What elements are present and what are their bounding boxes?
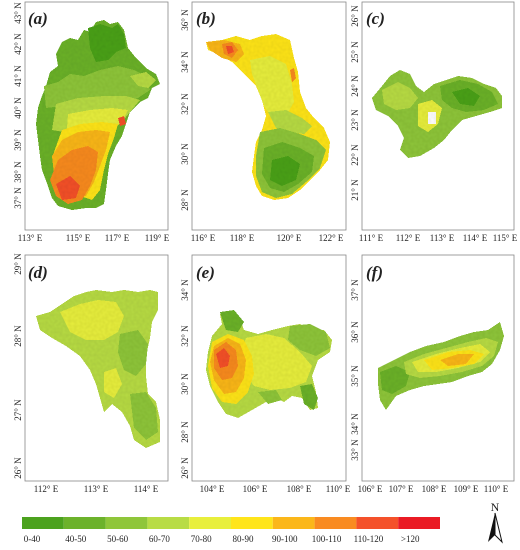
legend-label: 40-50 — [65, 534, 86, 544]
x-tick-label: 120° E — [277, 233, 302, 243]
y-tick-label: 33° N — [350, 439, 360, 461]
panel-b-map — [206, 34, 330, 200]
y-tick-label: 21° N — [350, 179, 360, 201]
legend-label: 60-70 — [149, 534, 170, 544]
y-tick-label: 37° N — [13, 187, 23, 209]
y-tick-label: 29° N — [13, 253, 23, 275]
y-tick-label: 25° N — [350, 41, 360, 63]
y-tick-label: 34° N — [350, 413, 360, 435]
x-tick-label: 113° E — [430, 233, 455, 243]
y-tick-label: 26° N — [13, 457, 23, 479]
legend-label: 80-90 — [233, 534, 254, 544]
legend: 0-40 40-50 50-60 60-70 70-80 80-90 90-100 100-1… — [22, 517, 440, 544]
x-tick-label: 117° E — [105, 233, 130, 243]
north-arrow-icon-outline — [494, 512, 503, 544]
x-tick-label: 110° E — [326, 484, 351, 494]
x-tick-label: 107° E — [389, 484, 414, 494]
x-tick-label: 116° E — [191, 233, 216, 243]
x-tick-label: 115° E — [66, 233, 91, 243]
legend-swatch — [356, 517, 399, 529]
panel-label-c: (c) — [366, 9, 385, 28]
x-tick-label: 113° E — [18, 233, 43, 243]
y-tick-label: 36° N — [350, 321, 360, 343]
y-tick-label: 34° N — [180, 51, 190, 73]
x-tick-label: 106° E — [243, 484, 268, 494]
legend-label: 100-110 — [312, 534, 342, 544]
legend-label: 0-40 — [24, 534, 41, 544]
y-tick-label: 28° N — [13, 325, 23, 347]
y-tick-label: 40° N — [13, 97, 23, 119]
x-tick-label: 119° E — [145, 233, 170, 243]
x-tick-label: 122° E — [319, 233, 344, 243]
legend-label: 50-60 — [107, 534, 128, 544]
legend-swatch — [314, 517, 357, 529]
legend-swatch — [105, 517, 148, 529]
y-tick-label: 34° N — [180, 279, 190, 301]
y-tick-label: 30° N — [180, 143, 190, 165]
panel-label-b: (b) — [196, 9, 216, 28]
panel-e-map — [206, 310, 332, 418]
panel-a-map — [36, 20, 160, 210]
legend-swatch — [189, 517, 231, 529]
north-arrow: N — [488, 500, 503, 544]
y-tick-label: 35° N — [350, 365, 360, 387]
y-tick-label: 32° N — [180, 325, 190, 347]
x-tick-label: 113° E — [84, 484, 109, 494]
x-tick-label: 118° E — [230, 233, 255, 243]
x-tick-label: 104° E — [200, 484, 225, 494]
y-tick-label: 28° N — [180, 421, 190, 443]
y-tick-label: 22° N — [350, 144, 360, 166]
y-tick-label: 30° N — [180, 373, 190, 395]
legend-label: 70-80 — [191, 534, 212, 544]
legend-label: 90-100 — [272, 534, 298, 544]
panel-d-map — [36, 290, 160, 448]
y-tick-label: 39° N — [13, 129, 23, 151]
y-tick-label: 24° N — [350, 75, 360, 97]
y-tick-label: 37° N — [350, 279, 360, 301]
x-tick-label: 110° E — [484, 484, 509, 494]
legend-swatch — [63, 517, 106, 529]
y-tick-label: 27° N — [13, 399, 23, 421]
legend-label: 110-120 — [354, 534, 384, 544]
legend-swatch — [22, 517, 64, 529]
x-tick-label: 109° E — [454, 484, 479, 494]
panel-label-e: (e) — [196, 263, 215, 282]
legend-swatch — [398, 517, 440, 529]
x-tick-label: 114° E — [134, 484, 159, 494]
panel-c-map — [372, 70, 502, 158]
panel-f-map — [378, 322, 504, 410]
x-tick-label: 115° E — [493, 233, 518, 243]
north-arrow-label: N — [491, 500, 500, 514]
x-tick-label: 114° E — [463, 233, 488, 243]
y-tick-label: 41° N — [13, 65, 23, 87]
y-tick-label: 26° N — [180, 457, 190, 479]
x-tick-label: 108° E — [287, 484, 312, 494]
panel-label-d: (d) — [28, 263, 48, 282]
x-tick-label: 111° E — [359, 233, 384, 243]
y-tick-label: 23° N — [350, 109, 360, 131]
x-tick-label: 112° E — [34, 484, 59, 494]
panel-label-f: (f) — [366, 263, 383, 282]
x-tick-label: 108° E — [422, 484, 447, 494]
x-tick-label: 112° E — [396, 233, 421, 243]
y-tick-label: 36° N — [180, 9, 190, 31]
legend-label: >120 — [401, 534, 420, 544]
legend-swatch — [231, 517, 273, 529]
y-tick-label: 43° N — [13, 2, 23, 24]
north-arrow-icon — [488, 513, 495, 542]
y-tick-label: 32° N — [180, 93, 190, 115]
panel-label-a: (a) — [28, 9, 48, 28]
tick-labels: 113° E 115° E 117° E 119° E 43° N 42° N 41° N 4… — [13, 2, 518, 494]
y-tick-label: 38° N — [13, 161, 23, 183]
legend-swatch — [147, 517, 190, 529]
legend-swatch — [272, 517, 315, 529]
x-tick-label: 106° E — [358, 484, 383, 494]
y-tick-label: 42° N — [13, 33, 23, 55]
y-tick-label: 28° N — [180, 189, 190, 211]
y-tick-label: 26° N — [350, 5, 360, 27]
